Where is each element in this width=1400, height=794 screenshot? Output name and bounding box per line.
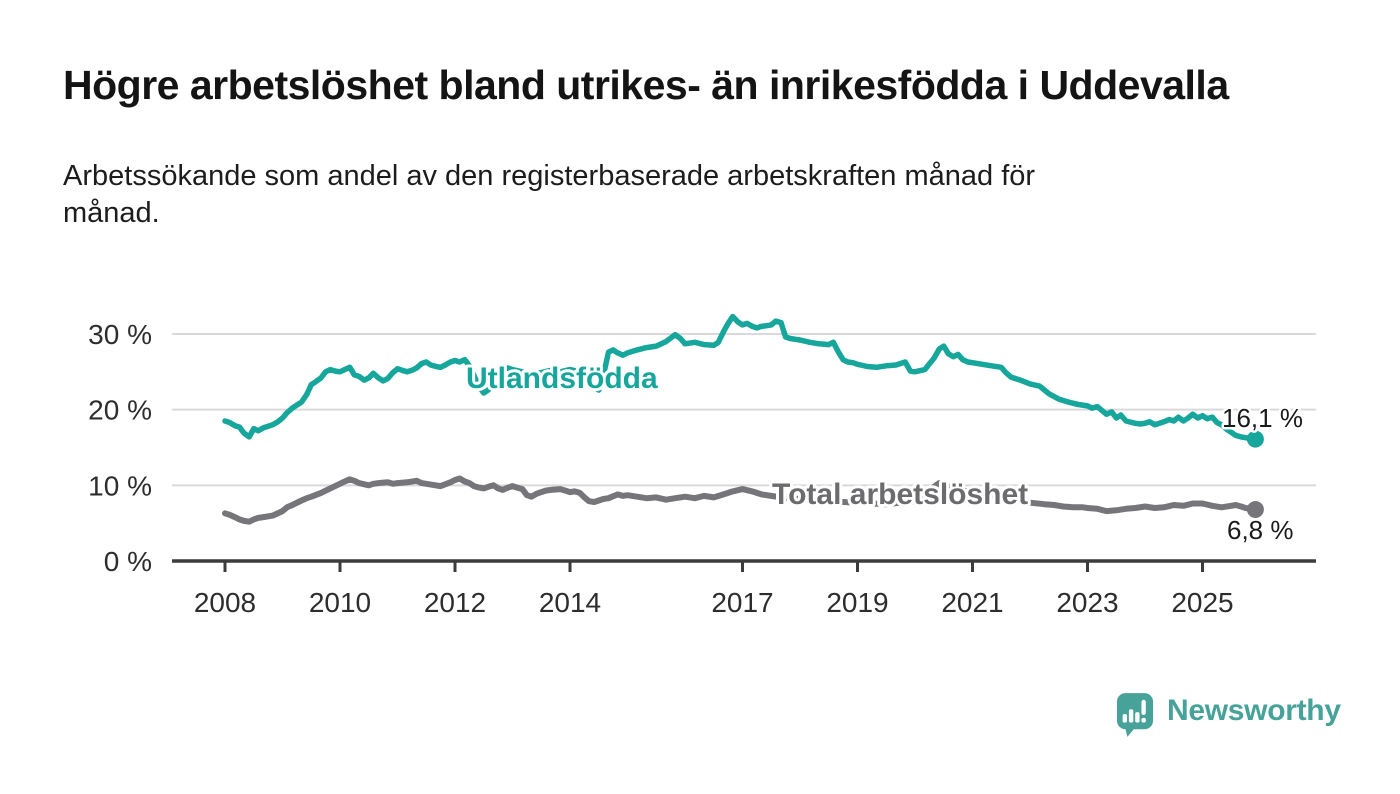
subtitle-line-2: månad. [63,197,160,229]
y-tick-label: 30 % [88,319,152,350]
chart-title: Högre arbetslöshet bland utrikes- än inr… [63,62,1229,108]
series-end-dot-total [1246,501,1264,519]
chart-subtitle: Arbetssökande som andel av den registerb… [63,158,1035,232]
series-label-utlandsfodda: Utlandsfödda [466,362,658,395]
x-tick-label: 2019 [826,587,888,618]
newsworthy-logo-icon [1116,693,1154,737]
series-line-utlandsfodda [222,313,1259,442]
y-tick-label: 20 % [88,395,152,426]
subtitle-line-1: Arbetssökande som andel av den registerb… [63,160,1036,192]
x-tick-label: 2010 [309,587,371,618]
y-tick-label: 0 % [104,546,152,577]
newsworthy-wordmark: Newsworthy [1167,694,1341,727]
x-tick-label: 2017 [711,587,773,618]
x-tick-label: 2025 [1171,587,1233,618]
x-tick-label: 2008 [194,587,256,618]
series-end-dot-utlandsfodda [1246,430,1264,448]
end-value-label-total: 6,8 % [1227,515,1294,545]
y-tick-label: 10 % [88,470,152,501]
end-value-label-utlandsfodda: 16,1 % [1222,403,1303,433]
newsworthy-logo: Newsworthy [1116,692,1341,738]
series-label-total: Total arbetslöshet [772,478,1028,511]
x-tick-label: 2014 [539,587,601,618]
x-tick-label: 2023 [1056,587,1118,618]
series-line-total [222,475,1259,525]
x-tick-label: 2021 [941,587,1003,618]
x-tick-label: 2012 [424,587,486,618]
